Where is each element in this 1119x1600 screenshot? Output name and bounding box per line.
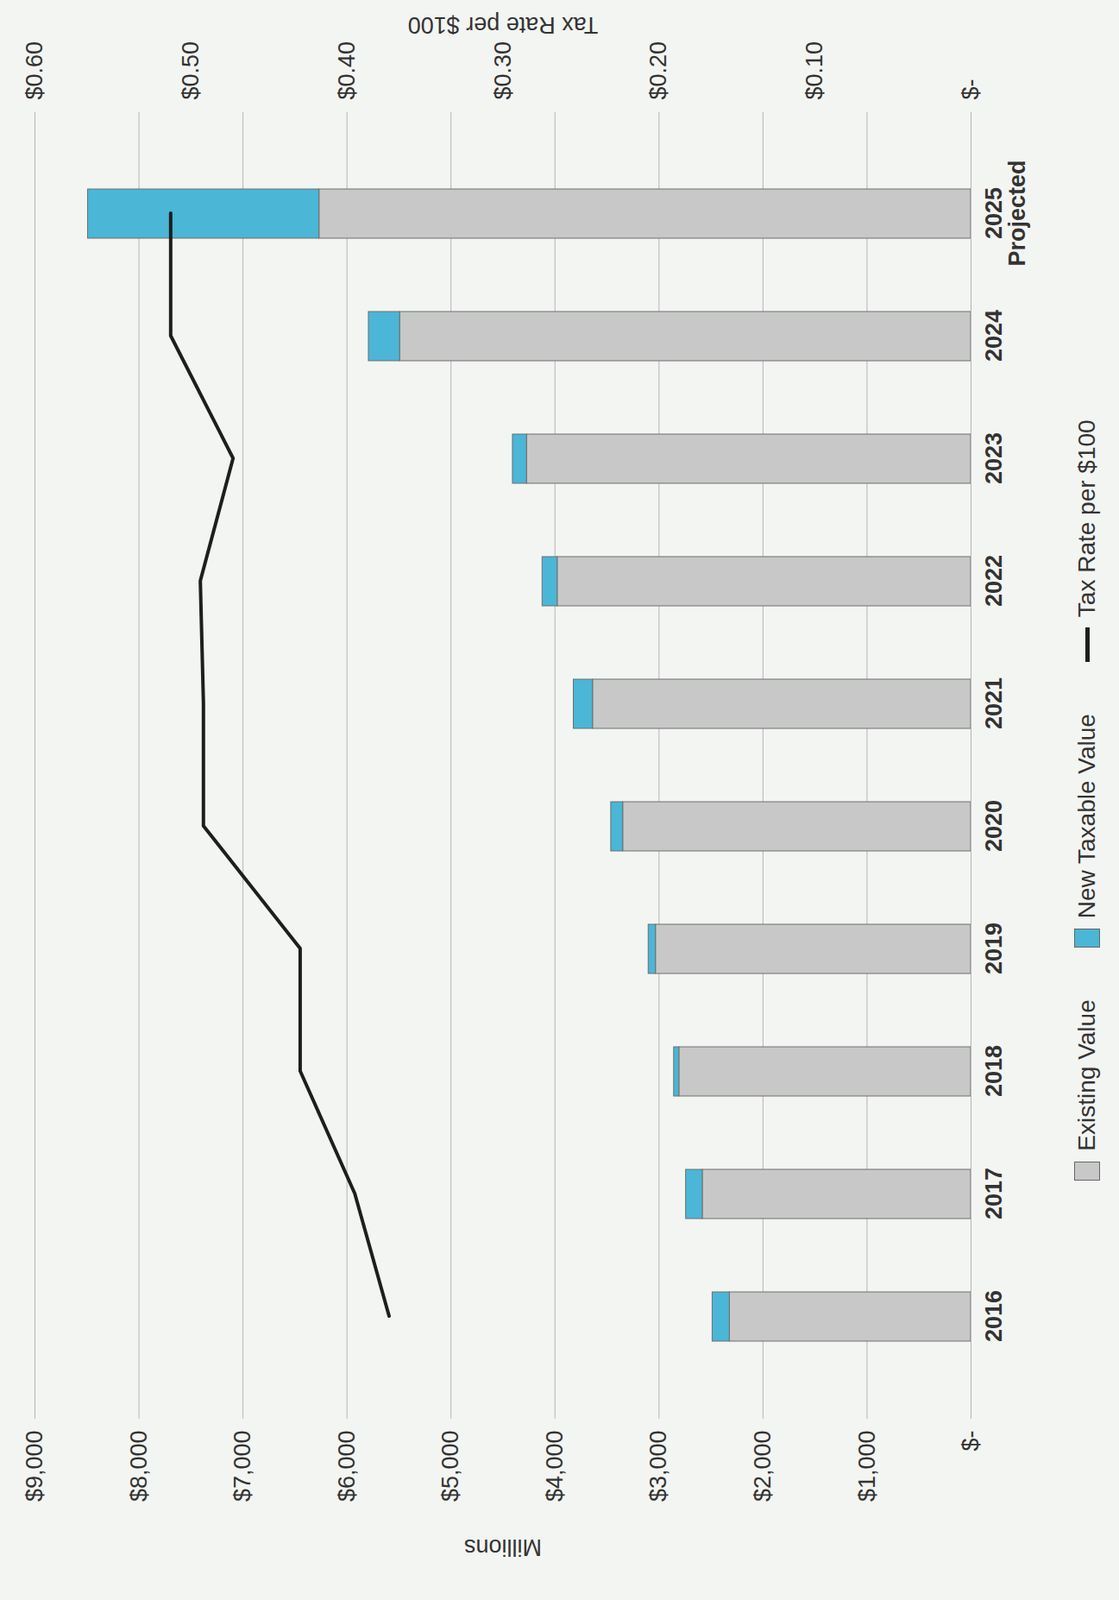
svg-text:$6,000: $6,000: [333, 1430, 360, 1503]
svg-text:$0.40: $0.40: [333, 41, 360, 101]
svg-text:$3,000: $3,000: [645, 1430, 672, 1503]
svg-text:$0.30: $0.30: [490, 41, 516, 101]
svg-text:$2,000: $2,000: [749, 1430, 776, 1503]
svg-text:2018: 2018: [980, 1044, 1007, 1097]
svg-text:$0.10: $0.10: [801, 41, 828, 101]
svg-text:$8,000: $8,000: [125, 1430, 152, 1503]
svg-text:$-: $-: [957, 78, 984, 100]
svg-text:$7,000: $7,000: [229, 1430, 256, 1503]
svg-text:$1,000: $1,000: [854, 1430, 881, 1503]
svg-text:2025Projected: 2025Projected: [980, 159, 1031, 266]
svg-text:$0.20: $0.20: [645, 41, 672, 101]
svg-text:$0.60: $0.60: [21, 41, 48, 101]
svg-text:2020: 2020: [980, 799, 1007, 852]
svg-text:$4,000: $4,000: [541, 1430, 568, 1503]
svg-text:$0.50: $0.50: [177, 41, 204, 101]
svg-text:2024: 2024: [980, 309, 1007, 362]
html-text:Existing Value: Existing Value: [1073, 999, 1101, 1151]
svg-text:$-: $-: [957, 1430, 984, 1452]
svg-text:$5,000: $5,000: [437, 1430, 464, 1503]
svg-text:2016: 2016: [980, 1289, 1007, 1342]
svg-text:2019: 2019: [980, 922, 1007, 975]
svg-text:Tax Rate per $100: Tax Rate per $100: [408, 12, 599, 38]
html-text:New Taxable Value: New Taxable Value: [1073, 713, 1101, 919]
svg-text:2017: 2017: [980, 1167, 1007, 1220]
svg-text:2021: 2021: [980, 677, 1007, 730]
svg-text:2022: 2022: [980, 554, 1007, 607]
svg-text:2023: 2023: [980, 432, 1007, 485]
html-text:Tax Rate per $100: Tax Rate per $100: [1073, 419, 1101, 618]
svg-text:Millions: Millions: [464, 1533, 542, 1560]
svg-text:$9,000: $9,000: [21, 1430, 48, 1503]
